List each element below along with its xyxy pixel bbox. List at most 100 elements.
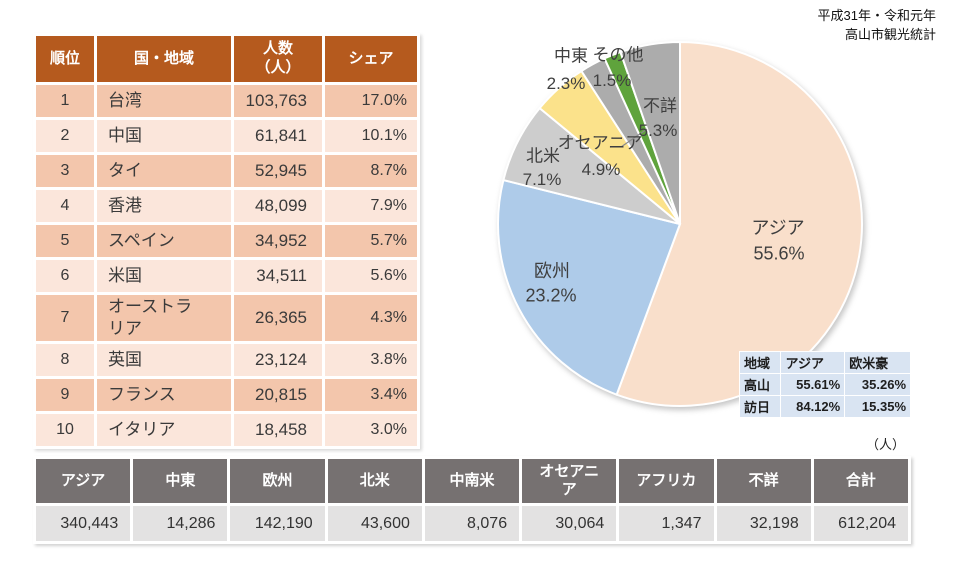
inset-header-region: 地域 xyxy=(740,352,781,373)
totals-value-latin-america: 8,076 xyxy=(424,506,520,541)
label-leader-line xyxy=(620,128,648,148)
share-cell: 3.8% xyxy=(325,344,417,377)
count-cell: 18,458 xyxy=(234,414,322,447)
table-row: 10 イタリア 18,458 3.0% xyxy=(36,414,417,447)
totals-header-asia: アジア xyxy=(36,459,131,503)
count-header-line2: （人） xyxy=(255,59,301,76)
country-name: フランス xyxy=(108,385,176,405)
share-header: シェア xyxy=(325,36,417,82)
totals-header-unknown: 不詳 xyxy=(716,459,811,503)
inset-row-japan: 訪日 84.12% 15.35% xyxy=(740,396,910,417)
totals-value-unknown: 32,198 xyxy=(716,506,811,541)
country-cell: フランス xyxy=(97,379,231,412)
share-cell: 10.1% xyxy=(325,120,417,152)
share-cell: 7.9% xyxy=(325,190,417,222)
country-name: 香港 xyxy=(108,195,142,215)
pie-label-middle-east: 中東 xyxy=(554,46,588,66)
country-name: スペイン xyxy=(108,230,175,250)
inset-header-row: 地域 アジア 欧米豪 xyxy=(740,352,910,373)
inset-header-asia: アジア xyxy=(781,352,845,373)
country-cell: 英国 xyxy=(97,344,231,377)
rank-cell: 2 xyxy=(36,120,94,152)
pie-chart xyxy=(497,40,863,407)
rank-cell: 1 xyxy=(36,85,94,117)
totals-value-europe: 142,190 xyxy=(230,506,325,541)
title-line-1: 平成31年・令和元年 xyxy=(817,8,936,23)
pie-slice-2 xyxy=(497,178,682,396)
pie-value-asia: 55.6% xyxy=(753,243,805,264)
count-cell: 52,945 xyxy=(234,155,322,187)
rank-header: 順位 xyxy=(36,36,94,82)
country-name: 英国 xyxy=(108,350,142,370)
share-cell: 17.0% xyxy=(325,85,417,117)
totals-header-total: 合計 xyxy=(813,459,908,503)
count-cell: 61,841 xyxy=(234,120,322,152)
share-cell: 3.4% xyxy=(325,379,417,412)
country-name: イタリア xyxy=(108,420,176,440)
table-row: 5 スペイン 34,952 5.7% xyxy=(36,225,417,257)
count-cell: 48,099 xyxy=(234,190,322,222)
inset-row-takayama: 高山 55.61% 35.26% xyxy=(740,374,910,395)
rank-cell: 9 xyxy=(36,379,94,412)
pie-value-middle-east: 2.3% xyxy=(546,74,586,93)
count-cell: 103,763 xyxy=(234,85,322,117)
country-cell: 米国 xyxy=(97,260,231,292)
inset-header-west: 欧米豪 xyxy=(845,352,910,373)
totals-header-middle-east: 中東 xyxy=(133,459,228,503)
totals-value-row: 340,443 14,286 142,190 43,600 8,076 30,0… xyxy=(36,506,908,541)
table-row: 4 香港 48,099 7.9% xyxy=(36,190,417,222)
country-cell: スペイン xyxy=(97,225,231,257)
inset-value: 15.35% xyxy=(845,396,910,417)
table-row: 8 英国 23,124 3.8% xyxy=(36,344,417,377)
pie-value-north-america: 7.1% xyxy=(522,170,562,189)
country-cell: 香港 xyxy=(97,190,231,222)
inset-row-label: 高山 xyxy=(740,374,781,395)
table-row: 3 タイ 52,945 8.7% xyxy=(36,155,417,187)
table-row: 2 中国 61,841 10.1% xyxy=(36,120,417,152)
country-cell: オーストラリア xyxy=(97,295,231,342)
inset-value: 84.12% xyxy=(781,396,845,417)
totals-header-europe: 欧州 xyxy=(230,459,325,503)
totals-value-asia: 340,443 xyxy=(36,506,131,541)
share-cell: 5.7% xyxy=(325,225,417,257)
country-cell: 台湾 xyxy=(97,85,231,117)
count-header-line1: 人数 xyxy=(262,40,293,58)
count-cell: 23,124 xyxy=(234,344,322,377)
share-cell: 4.3% xyxy=(325,295,417,342)
count-cell: 26,365 xyxy=(234,295,322,342)
table-row: 6 米国 34,511 5.6% xyxy=(36,260,417,292)
totals-value-total: 612,204 xyxy=(813,506,908,541)
pie-value-unknown: 5.3% xyxy=(638,121,678,140)
pie-label-asia: アジア xyxy=(751,218,805,238)
inset-value: 35.26% xyxy=(845,374,910,395)
inset-row-label: 訪日 xyxy=(740,396,781,417)
country-name: 台湾 xyxy=(108,90,142,110)
country-name: タイ xyxy=(108,160,142,180)
ranking-header-row: 順位 国・地域 人数 （人） シェア xyxy=(36,36,417,82)
pie-label-north-america: 北米 xyxy=(526,146,560,166)
inset-value: 55.61% xyxy=(781,374,845,395)
rank-cell: 4 xyxy=(36,190,94,222)
country-name: 米国 xyxy=(108,265,142,285)
totals-header-oceania-text: オセアニア xyxy=(539,463,600,498)
totals-value-africa: 1,347 xyxy=(619,506,714,541)
totals-table: アジア 中東 欧州 北米 中南米 オセアニア アフリカ 不詳 合計 340,44… xyxy=(33,456,911,544)
title-line-2: 高山市観光統計 xyxy=(844,26,936,42)
totals-value-middle-east: 14,286 xyxy=(133,506,228,541)
rank-cell: 5 xyxy=(36,225,94,257)
country-header: 国・地域 xyxy=(97,36,231,82)
share-cell: 5.6% xyxy=(325,260,417,292)
pie-slice-1 xyxy=(615,40,863,407)
pie-value-other: 1.5% xyxy=(592,71,632,90)
table-row: 7 オーストラリア 26,365 4.3% xyxy=(36,295,417,342)
count-cell: 34,952 xyxy=(234,225,322,257)
country-name: 中国 xyxy=(108,125,142,145)
country-name: オーストラリア xyxy=(108,297,193,339)
pie-value-oceania: 4.9% xyxy=(581,160,621,179)
totals-header-oceania: オセアニア xyxy=(522,459,617,503)
rank-cell: 10 xyxy=(36,414,94,447)
pie-slice-7 xyxy=(619,40,681,225)
pie-label-europe: 欧州 xyxy=(534,261,570,281)
totals-value-north-america: 43,600 xyxy=(327,506,422,541)
